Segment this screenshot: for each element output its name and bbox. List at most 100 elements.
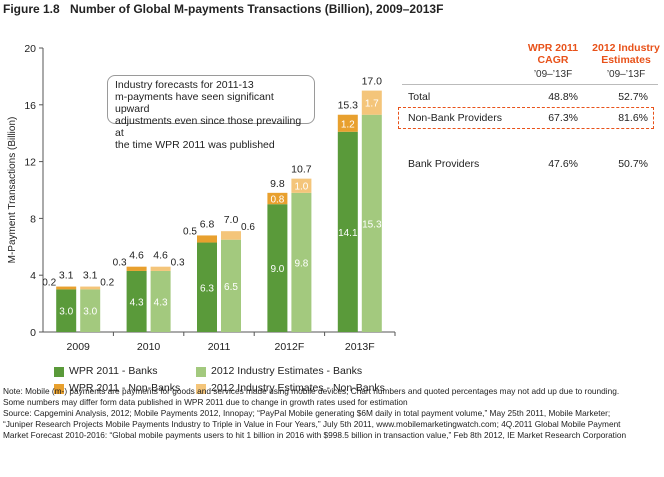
bar-total-label: 3.1	[83, 270, 98, 282]
legend-label: WPR 2011 - Non-Banks	[69, 382, 181, 394]
cagr-col1-header-line: CAGR	[537, 54, 569, 66]
bar-value-label-nonbanks: 1.2	[341, 119, 355, 130]
x-tick-label: 2013F	[345, 341, 375, 353]
cagr-row-label: Bank Providers	[408, 158, 480, 170]
callout-line: the time WPR 2011 was published	[115, 139, 275, 151]
footnotes: Note: Mobile (m-) payments are payments …	[3, 386, 663, 441]
callout-line: adjustments even since those prevailing …	[115, 115, 302, 139]
bar-value-label-nonbanks: 0.8	[270, 195, 284, 206]
legend-label: 2012 Industry Estimates - Non-Banks	[211, 382, 385, 394]
bar-segment-banks	[80, 289, 101, 332]
bar-segment-nonbanks	[197, 235, 217, 243]
cagr-col1-header: WPR 2011 CAGR	[523, 42, 583, 66]
cagr-col1-header-line: WPR 2011	[527, 42, 579, 54]
x-tick-label: 2011	[208, 341, 231, 353]
legend-swatch	[54, 384, 64, 394]
legend-swatch	[196, 367, 206, 377]
cagr-row-wpr: 47.6%	[548, 158, 578, 170]
legend-swatch	[54, 367, 64, 377]
callout-line: Industry forecasts for 2011-13	[115, 79, 254, 91]
bar-value-label-nonbanks: 0.3	[171, 258, 185, 269]
bar-segment-nonbanks	[80, 286, 101, 290]
bar-total-label: 10.7	[291, 164, 312, 176]
cagr-row-label: Non-Bank Providers	[408, 112, 502, 124]
footnote-line: Source: Capgemini Analysis, 2012; Mobile…	[3, 408, 611, 418]
y-tick-label: 20	[24, 43, 36, 55]
bar-value-label-nonbanks: 1.0	[294, 182, 308, 193]
figure-title: Number of Global M-payments Transactions…	[70, 2, 444, 16]
figure-label: Figure 1.8	[3, 2, 60, 16]
bar-total-label: 7.0	[224, 214, 239, 226]
bar-value-label-banks: 6.3	[200, 283, 214, 294]
bar-segment-banks	[126, 270, 147, 332]
legend-label: 2012 Industry Estimates - Banks	[211, 365, 363, 377]
bar-value-label-banks: 6.5	[224, 282, 238, 293]
cagr-col2-header: 2012 Industry Estimates	[591, 42, 661, 66]
bar-segment-banks	[337, 131, 358, 332]
x-tick-label: 2010	[137, 341, 161, 353]
bar-segment-nonbanks	[337, 114, 358, 132]
bar-segment-banks	[267, 204, 288, 332]
bar-total-label: 4.6	[153, 250, 168, 262]
bar-value-label-banks: 3.0	[83, 307, 97, 318]
bar-value-label-banks: 4.3	[130, 297, 144, 308]
bar-total-label: 6.8	[200, 218, 215, 230]
legend-swatch	[196, 384, 206, 394]
bar-value-label-banks: 15.3	[362, 219, 382, 230]
bar-total-label: 3.1	[59, 270, 74, 282]
bar-segment-nonbanks	[150, 266, 171, 271]
bar-value-label-nonbanks: 0.2	[42, 278, 56, 289]
footnote-line: Note: Mobile (m-) payments are payments …	[3, 386, 620, 396]
bar-segment-banks	[197, 242, 217, 332]
bar-value-label-nonbanks: 0.3	[113, 258, 127, 269]
bar-value-label-nonbanks: 1.7	[365, 99, 379, 110]
cagr-row-label: Total	[408, 91, 431, 103]
cagr-header-divider	[402, 84, 658, 85]
y-tick-label: 12	[24, 157, 36, 169]
footnote-line: Some numbers may differ form data publis…	[3, 397, 408, 407]
bar-segment-nonbanks	[291, 178, 312, 193]
cagr-row-wpr: 48.8%	[548, 91, 578, 103]
y-tick-label: 0	[30, 327, 36, 339]
bar-total-label: 4.6	[129, 250, 144, 262]
bar-value-label-banks: 9.0	[270, 264, 284, 275]
figure-header: Figure 1.8 Number of Global M-payments T…	[0, 0, 664, 20]
cagr-col1-period: ’09–’13F	[533, 69, 573, 80]
bar-segment-banks	[56, 289, 77, 332]
y-tick-label: 4	[30, 270, 36, 282]
non-bank-highlight-box	[398, 107, 654, 129]
bar-total-label: 17.0	[362, 76, 383, 88]
bar-value-label-banks: 3.0	[59, 307, 73, 318]
bar-segment-nonbanks	[126, 266, 147, 271]
bar-segment-banks	[361, 114, 382, 333]
x-tick-label: 2012F	[275, 341, 305, 353]
bar-segment-banks	[291, 192, 312, 332]
cagr-col2-period: ’09–’13F	[606, 69, 646, 80]
bar-segment-banks	[150, 270, 171, 332]
x-tick-label: 2009	[67, 341, 91, 353]
bar-segment-banks	[221, 239, 241, 332]
cagr-row-est: 50.7%	[618, 158, 648, 170]
legend-label: WPR 2011 - Banks	[69, 365, 158, 377]
bar-value-label-banks: 9.8	[294, 258, 308, 269]
callout-line: m-payments have seen significant upward	[115, 91, 274, 115]
bar-segment-nonbanks	[361, 90, 382, 115]
cagr-col2-header-line: Estimates	[601, 54, 651, 66]
bar-value-label-nonbanks: 0.5	[183, 226, 197, 237]
bar-total-label: 9.8	[270, 178, 285, 190]
bar-value-label-banks: 4.3	[154, 297, 168, 308]
bar-value-label-nonbanks: 0.2	[100, 278, 114, 289]
cagr-row-est: 52.7%	[618, 91, 648, 103]
bar-segment-nonbanks	[221, 231, 241, 240]
y-tick-label: 8	[30, 213, 36, 225]
footnote-line: “Juniper Research Projects Mobile Paymen…	[3, 419, 621, 429]
y-tick-label: 16	[24, 100, 36, 112]
stacked-bar-chart: 0 4 8 12 16 20 M-Payment Transactions (Billion…	[7, 43, 396, 353]
cagr-row-est: 81.6%	[618, 112, 648, 124]
footnote-line: Market Forecast 2010-2016: “Global mobil…	[3, 430, 627, 440]
forecast-callout: Industry forecasts for 2011-13 m-payment…	[107, 75, 315, 151]
y-axis-title: M-Payment Transactions (Billion)	[7, 117, 18, 264]
bar-value-label-banks: 14.1	[338, 228, 358, 239]
bar-value-label-nonbanks: 0.6	[241, 222, 255, 233]
bar-total-label: 15.3	[338, 100, 359, 112]
